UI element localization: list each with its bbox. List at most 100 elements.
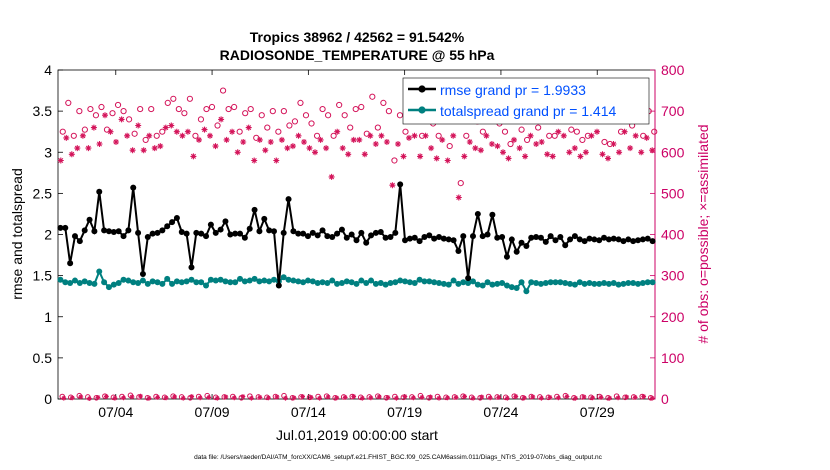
rmse-point [314, 232, 321, 239]
obs-assimilated-marker [345, 151, 352, 158]
totalspread-point [91, 280, 98, 287]
rmse-point [159, 227, 166, 234]
rmse-point [508, 236, 515, 243]
x-tick-label: 07/29 [580, 404, 615, 420]
x-tick-label: 07/19 [387, 404, 422, 420]
y-tick-label-right: 400 [661, 227, 685, 243]
obs-assimilated-marker [627, 145, 634, 152]
obs-assimilated-marker [295, 132, 302, 139]
totalspread-point [591, 280, 598, 287]
obs-assimilated-marker [273, 157, 280, 164]
obs-assimilated-zero-marker [206, 395, 212, 400]
obs-assimilated-zero-marker [223, 394, 229, 400]
obs-possible-marker [275, 128, 282, 135]
obs-assimilated-zero-marker [487, 395, 493, 401]
rmse-point [615, 236, 622, 243]
totalspread-point [518, 279, 525, 286]
y-tick-label-right: 600 [661, 144, 685, 160]
totalspread-point [576, 279, 583, 286]
obs-assimilated-zero-marker [436, 395, 442, 401]
totalspread-point [130, 279, 137, 286]
obs-assimilated-zero-marker [359, 395, 365, 401]
obs-assimilated-marker [605, 155, 611, 162]
rmse-point [266, 227, 273, 234]
totalspread-point [285, 276, 292, 283]
rmse-point [528, 234, 535, 241]
rmse-point [431, 235, 438, 242]
obs-assimilated-marker [422, 132, 429, 139]
obs-assimilated-marker [555, 128, 562, 135]
obs-assimilated-marker [251, 157, 258, 164]
totalspread-point [251, 275, 258, 282]
obs-assimilated-marker [267, 139, 274, 145]
obs-assimilated-zero-marker [283, 395, 288, 401]
rmse-point [591, 236, 598, 243]
rmse-point [382, 234, 389, 241]
rmse-point [251, 206, 258, 213]
obs-assimilated-marker [284, 145, 291, 152]
rmse-point [469, 233, 476, 240]
obs-possible-marker [435, 132, 442, 139]
rmse-point [630, 238, 637, 245]
totalspread-point [178, 279, 185, 286]
totalspread-point [324, 280, 331, 287]
totalspread-point [314, 280, 321, 287]
totalspread-point [445, 281, 452, 288]
obs-possible-marker [148, 105, 155, 113]
obs-assimilated-zero-marker [521, 395, 527, 401]
obs-assimilated-zero-marker [342, 395, 348, 400]
rmse-point [270, 228, 277, 235]
obs-assimilated-marker [594, 128, 600, 135]
rmse-point [67, 260, 74, 267]
obs-possible-zero-marker [59, 393, 66, 400]
obs-assimilated-marker [533, 141, 540, 147]
totalspread-point [630, 280, 637, 287]
obs-possible-marker [137, 105, 144, 113]
chart-title-line2: RADIOSONDE_TEMPERATURE @ 55 hPa [220, 47, 495, 63]
totalspread-point [620, 280, 627, 287]
rmse-point [537, 234, 544, 241]
obs-assimilated-zero-marker [300, 394, 305, 399]
totalspread-point [465, 280, 472, 287]
rmse-point [101, 227, 108, 234]
totalspread-point [280, 274, 287, 281]
rmse-point [358, 229, 365, 236]
rmse-point [125, 227, 132, 234]
totalspread-point [164, 275, 171, 282]
obs-assimilated-zero-marker [78, 394, 84, 400]
totalspread-point [649, 279, 656, 286]
rmse-point [494, 234, 501, 241]
totalspread-point [528, 279, 535, 286]
y-tick-label-right: 800 [661, 62, 685, 78]
totalspread-point [96, 268, 103, 275]
rmse-point [635, 237, 642, 244]
x-tick-label: 07/24 [483, 404, 518, 420]
obs-assimilated-zero-marker [368, 395, 374, 401]
rmse-point [130, 184, 137, 191]
rmse-point [518, 239, 525, 246]
chart-title-line1: Tropics 38962 / 42562 = 91.542% [250, 29, 465, 45]
obs-possible-marker [535, 124, 542, 131]
obs-assimilated-marker [184, 128, 191, 135]
obs-possible-marker [324, 112, 332, 119]
totalspread-point [76, 280, 83, 287]
obs-possible-marker [236, 128, 243, 135]
obs-assimilated-zero-marker [479, 394, 485, 400]
obs-assimilated-zero-marker [530, 394, 536, 400]
y-tick-label-left: 2.5 [33, 185, 53, 201]
obs-possible-zero-marker [613, 393, 620, 399]
totalspread-point [343, 278, 350, 285]
totalspread-point [469, 278, 476, 285]
totalspread-point [241, 278, 248, 285]
totalspread-point [358, 277, 365, 284]
totalspread-point [188, 276, 195, 283]
obs-assimilated-zero-marker [590, 395, 595, 401]
obs-assimilated-zero-marker [129, 394, 135, 400]
totalspread-point [329, 277, 336, 284]
obs-assimilated-marker [162, 124, 169, 131]
obs-assimilated-marker [90, 124, 97, 131]
x-tick-label: 07/09 [195, 404, 230, 420]
totalspread-point [557, 279, 564, 286]
legend-totalspread-marker [418, 106, 426, 114]
obs-possible-marker [214, 122, 221, 129]
